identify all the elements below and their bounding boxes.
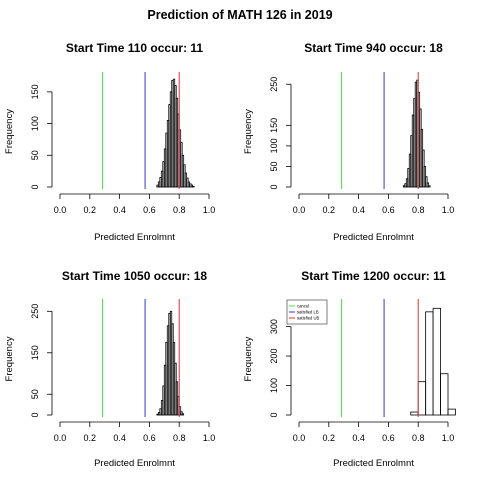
chart-panel-1: Start Time 110 occur: 11 0.0 0.2 0.4 0.6 0.8 1…	[4, 41, 215, 243]
x-tick-label: 0.8	[412, 433, 425, 443]
histogram-bar	[417, 381, 427, 416]
y-tick-label: 50	[30, 389, 40, 399]
x-axis-label: Predicted Enrolmnt	[333, 232, 414, 243]
y-axis-label: Frequency	[243, 109, 254, 154]
x-axis-label: Predicted Enrolmnt	[333, 458, 414, 469]
x-axis-label: Predicted Enrolmnt	[94, 232, 175, 243]
y-tick-label: 100	[269, 138, 279, 153]
x-tick-label: 0.6	[143, 433, 156, 443]
x-tick-label: 0.0	[293, 205, 306, 215]
y-tick-label: 100	[269, 378, 279, 393]
histogram-bar	[428, 185, 431, 188]
x-tick-label: 1.0	[442, 433, 455, 443]
y-tick-label: 0	[269, 412, 279, 417]
legend-label: satisfied LB	[297, 310, 319, 315]
chart-panel-3: Start Time 1050 occur: 18 0.0 0.2 0.4 0.6 0.8…	[4, 269, 215, 469]
y-axis-label: Frequency	[4, 109, 15, 154]
histogram-bar	[440, 373, 449, 416]
panel-title: Start Time 940 occur: 18	[304, 41, 443, 55]
y-tick-label: 0	[30, 412, 40, 417]
y-tick-label: 150	[30, 84, 40, 99]
x-tick-label: 0.6	[143, 205, 156, 215]
x-tick-label: 0.4	[113, 433, 126, 443]
panel-title: Start Time 1200 occur: 11	[301, 269, 446, 283]
legend-label: cancel	[297, 304, 309, 309]
x-tick-label: 0.4	[352, 205, 365, 215]
chart-panel-4: Start Time 1200 occur: 11 0.0 0.2 0.4 0.6 0.8…	[243, 269, 456, 469]
y-tick-label: 50	[269, 161, 279, 171]
x-tick-label: 0.2	[323, 205, 336, 215]
x-tick-label: 0.2	[323, 433, 336, 443]
x-tick-label: 1.0	[203, 205, 216, 215]
legend-box	[286, 299, 328, 325]
y-tick-label: 300	[269, 319, 279, 334]
y-tick-label: 100	[30, 116, 40, 131]
y-axis-label: Frequency	[243, 336, 254, 381]
histogram-bar	[447, 408, 456, 416]
x-tick-label: 0.0	[54, 433, 67, 443]
y-tick-label: 150	[269, 118, 279, 133]
y-tick-label: 0	[269, 184, 279, 189]
panel-title: Start Time 110 occur: 11	[66, 41, 204, 55]
chart-panel-2: Start Time 940 occur: 18 0.0 0.2 0.4 0.6 0.8 1…	[243, 41, 454, 243]
histogram-bar	[425, 176, 428, 188]
x-tick-label: 1.0	[203, 433, 216, 443]
histogram-bar	[180, 411, 183, 416]
y-tick-label: 200	[269, 349, 279, 364]
histogram-bar	[426, 182, 430, 188]
x-tick-label: 0.6	[382, 205, 395, 215]
legend-label: satisfied UB	[297, 316, 320, 321]
figure-title: Prediction of MATH 126 in 2019	[147, 8, 332, 22]
x-axis-label: Predicted Enrolmnt	[94, 458, 175, 469]
y-tick-label: 250	[30, 304, 40, 319]
y-tick-label: 250	[269, 77, 279, 92]
histogram-bar	[432, 307, 441, 416]
x-tick-label: 0.0	[293, 433, 306, 443]
x-tick-label: 1.0	[442, 205, 455, 215]
y-tick-label: 0	[30, 184, 40, 189]
x-tick-label: 0.0	[54, 205, 67, 215]
x-tick-label: 0.4	[352, 433, 365, 443]
histogram-bar	[181, 413, 185, 416]
x-tick-label: 0.8	[412, 205, 425, 215]
histogram-bar	[192, 185, 195, 188]
x-tick-label: 0.8	[173, 433, 186, 443]
x-tick-label: 0.2	[84, 433, 97, 443]
histogram-bar	[425, 311, 434, 416]
x-tick-label: 0.4	[113, 205, 126, 215]
y-tick-label: 50	[30, 150, 40, 160]
x-tick-label: 0.8	[173, 205, 186, 215]
x-tick-label: 0.2	[84, 205, 97, 215]
histogram-bar	[410, 411, 419, 416]
panel-title: Start Time 1050 occur: 18	[62, 269, 208, 283]
y-tick-label: 150	[30, 345, 40, 360]
y-axis-label: Frequency	[4, 336, 15, 381]
x-tick-label: 0.6	[382, 433, 395, 443]
